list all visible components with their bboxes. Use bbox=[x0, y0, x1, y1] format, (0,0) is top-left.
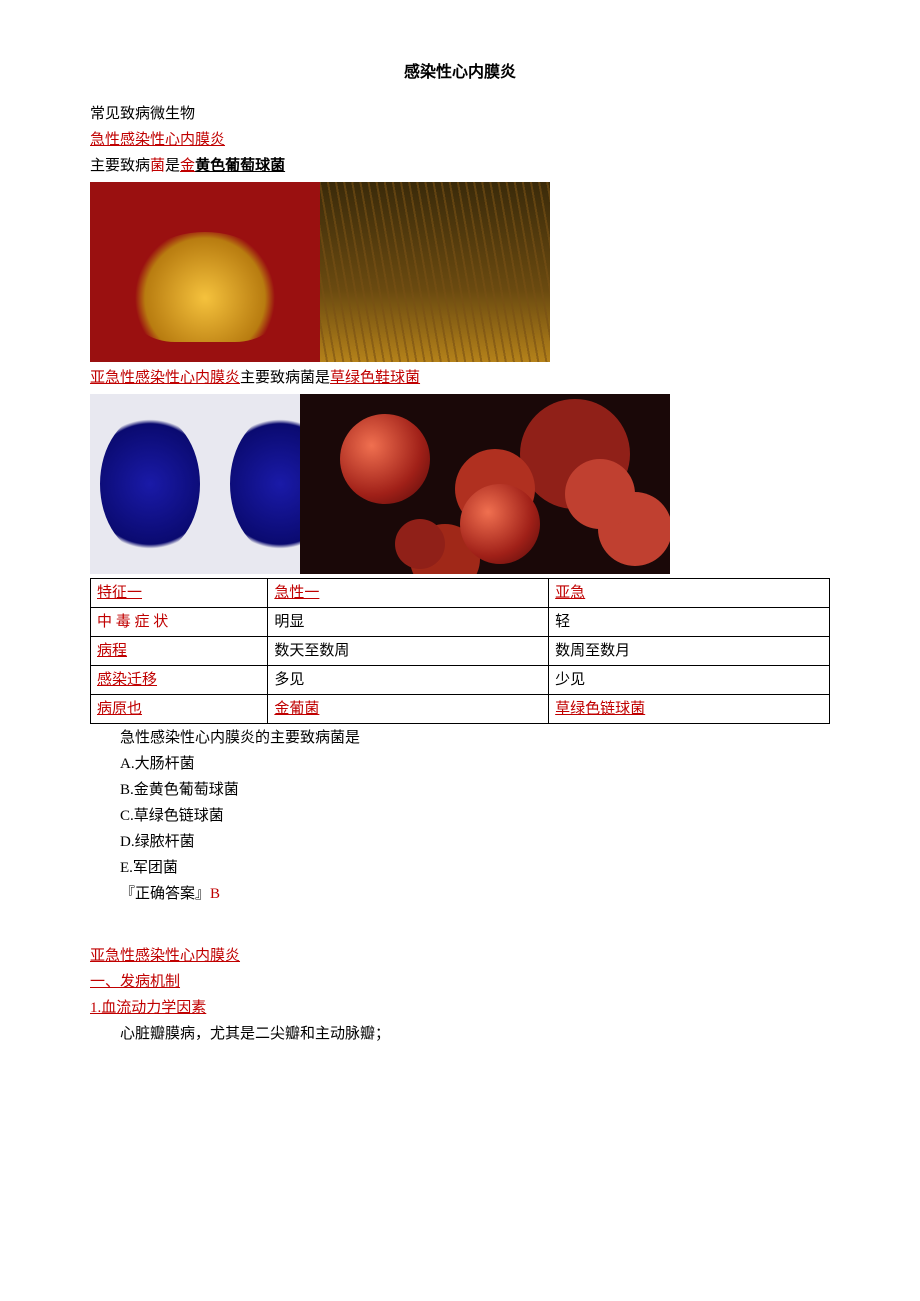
table-cell: 金葡菌 bbox=[268, 694, 549, 723]
answer-value: B bbox=[210, 886, 220, 902]
acute-shi: 是 bbox=[165, 158, 180, 174]
table-cell-text: 少见 bbox=[555, 672, 585, 688]
answer-label: 『正确答案』 bbox=[120, 886, 210, 902]
table-cell: 急性一 bbox=[268, 578, 549, 607]
table-row: 中 毒 症 状 明显 轻 bbox=[91, 607, 830, 636]
table-cell: 明显 bbox=[268, 607, 549, 636]
table-cell: 感染迁移 bbox=[91, 665, 268, 694]
image-blue-cocci bbox=[90, 394, 300, 574]
table-cell-text: 中 毒 症 状 bbox=[97, 614, 168, 630]
table-cell-text: 金葡菌 bbox=[274, 701, 319, 717]
acute-jun: 菌 bbox=[150, 158, 165, 174]
table-cell: 病程 bbox=[91, 636, 268, 665]
acute-jin: 金 bbox=[180, 158, 195, 174]
acute-pathogen-line: 主要致病菌是金黄色葡萄球菌 bbox=[90, 154, 830, 178]
section2-h1-text: 亚急性感染性心内膜炎 bbox=[90, 948, 240, 964]
table-cell: 特征一 bbox=[91, 578, 268, 607]
table-row: 病程 数天至数周 数周至数月 bbox=[91, 636, 830, 665]
table-cell-text: 病原也 bbox=[97, 701, 142, 717]
section2-p1: 心脏瓣膜病，尤其是二尖瓣和主动脉瓣； bbox=[90, 1022, 830, 1046]
option-a: A.大肠杆菌 bbox=[90, 752, 830, 776]
table-cell: 病原也 bbox=[91, 694, 268, 723]
section-gap bbox=[90, 908, 830, 942]
table-cell-text: 急性一 bbox=[274, 585, 319, 601]
table-cell: 轻 bbox=[549, 607, 830, 636]
table-row: 病原也 金葡菌 草绿色链球菌 bbox=[91, 694, 830, 723]
acute-prefix: 主要致病 bbox=[90, 158, 150, 174]
table-row: 特征一 急性一 亚急 bbox=[91, 578, 830, 607]
subacute-mid: 主要致病菌是 bbox=[240, 370, 330, 386]
table-cell-text: 轻 bbox=[555, 614, 570, 630]
table-cell-text: 草绿色链球菌 bbox=[555, 701, 645, 717]
comparison-table-body: 特征一 急性一 亚急中 毒 症 状 明显 轻病程 数天至数周 数周至数月感染迁移 多见 少见病原… bbox=[91, 578, 830, 723]
subacute-head: 亚急性感染性心内膜炎 bbox=[90, 370, 240, 386]
table-cell-text: 数天至数周 bbox=[274, 643, 349, 659]
question-stem: 急性感染性心内膜炎的主要致病菌是 bbox=[90, 726, 830, 750]
option-e: E.军团菌 bbox=[90, 856, 830, 880]
table-cell: 亚急 bbox=[549, 578, 830, 607]
table-cell-text: 多见 bbox=[274, 672, 304, 688]
intro-text: 常见致病微生物 bbox=[90, 102, 830, 126]
image-red-cocci bbox=[300, 394, 670, 574]
acute-rest: 黄色葡萄球菌 bbox=[195, 158, 285, 174]
table-cell-text: 明显 bbox=[274, 614, 304, 630]
image-gold-wheat bbox=[320, 182, 550, 362]
subacute-inline: 亚急性感染性心内膜炎主要致病菌是草绿色鞋球菌 bbox=[90, 366, 830, 390]
acute-heading-text: 急性感染性心内膜炎 bbox=[90, 132, 225, 148]
table-cell: 少见 bbox=[549, 665, 830, 694]
table-cell: 数天至数周 bbox=[268, 636, 549, 665]
subacute-tail: 草绿色鞋球菌 bbox=[330, 370, 420, 386]
table-row: 感染迁移 多见 少见 bbox=[91, 665, 830, 694]
section2-h1: 亚急性感染性心内膜炎 bbox=[90, 944, 830, 968]
comparison-table: 特征一 急性一 亚急中 毒 症 状 明显 轻病程 数天至数周 数周至数月感染迁移 多见 少见病原… bbox=[90, 578, 830, 724]
acute-heading: 急性感染性心内膜炎 bbox=[90, 128, 830, 152]
answer-line: 『正确答案』B bbox=[90, 882, 830, 906]
page-title: 感染性心内膜炎 bbox=[90, 60, 830, 86]
table-cell-text: 亚急 bbox=[555, 585, 585, 601]
table-cell: 数周至数月 bbox=[549, 636, 830, 665]
table-cell-text: 感染迁移 bbox=[97, 672, 157, 688]
option-c: C.草绿色链球菌 bbox=[90, 804, 830, 828]
section2-h3-text: 1.血流动力学因素 bbox=[90, 1000, 206, 1016]
section2-h2: 一、发病机制 bbox=[90, 970, 830, 994]
table-cell: 多见 bbox=[268, 665, 549, 694]
table-cell-text: 数周至数月 bbox=[555, 643, 630, 659]
section2-h2-text: 一、发病机制 bbox=[90, 974, 180, 990]
table-cell: 草绿色链球菌 bbox=[549, 694, 830, 723]
table-cell-text: 特征一 bbox=[97, 585, 142, 601]
option-d: D.绿脓杆菌 bbox=[90, 830, 830, 854]
image-row-2 bbox=[90, 394, 830, 574]
image-row-1 bbox=[90, 182, 830, 362]
option-b: B.金黄色葡萄球菌 bbox=[90, 778, 830, 802]
table-cell-text: 病程 bbox=[97, 643, 127, 659]
image-gold-ingots bbox=[90, 182, 320, 362]
section2-h3: 1.血流动力学因素 bbox=[90, 996, 830, 1020]
table-cell: 中 毒 症 状 bbox=[91, 607, 268, 636]
